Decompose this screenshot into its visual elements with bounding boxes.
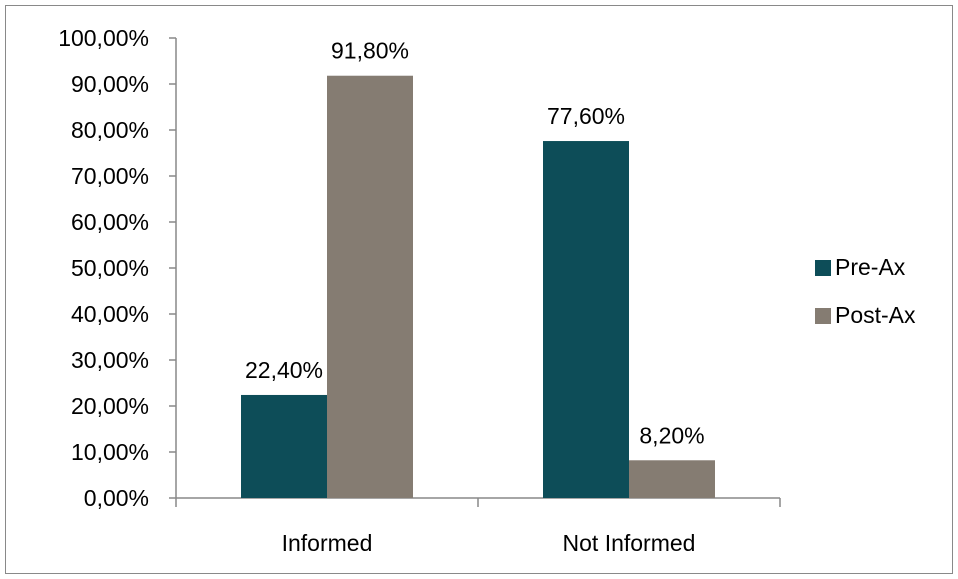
- chart-frame: [5, 5, 953, 574]
- y-tick-label: 100,00%: [58, 25, 149, 51]
- data-label: 91,80%: [331, 38, 409, 64]
- category-label: Not Informed: [563, 530, 696, 556]
- bar-pre-ax-informed: [241, 394, 327, 498]
- y-axis: 0,00% 10,00% 20,00% 30,00% 40,00% 50,00% 60,00…: [58, 25, 177, 511]
- data-labels: 22,40% 91,80% 77,60% 8,20%: [245, 38, 705, 449]
- y-tick-label: 60,00%: [71, 209, 149, 235]
- legend-swatch-post-ax: [815, 308, 831, 324]
- data-label: 22,40%: [245, 357, 323, 383]
- y-tick-label: 10,00%: [71, 439, 149, 465]
- y-tick-label: 0,00%: [84, 485, 149, 511]
- y-tick-label: 90,00%: [71, 71, 149, 97]
- y-tick-label: 40,00%: [71, 301, 149, 327]
- bar-post-ax-not-informed: [629, 460, 715, 498]
- x-axis: Informed Not Informed: [175, 497, 781, 556]
- legend-swatch-pre-ax: [815, 260, 831, 276]
- bar-pre-ax-not-informed: [543, 141, 629, 499]
- data-label: 8,20%: [639, 422, 704, 448]
- bar-post-ax-informed: [327, 75, 413, 498]
- bar-groups: [241, 75, 715, 499]
- category-label: Informed: [282, 530, 373, 556]
- legend-label: Pre-Ax: [835, 254, 906, 280]
- y-tick-label: 70,00%: [71, 163, 149, 189]
- y-tick-label: 80,00%: [71, 117, 149, 143]
- data-label: 77,60%: [547, 103, 625, 129]
- y-tick-label: 30,00%: [71, 347, 149, 373]
- legend: Pre-Ax Post-Ax: [815, 254, 916, 328]
- y-tick-label: 50,00%: [71, 255, 149, 281]
- y-tick-label: 20,00%: [71, 393, 149, 419]
- legend-label: Post-Ax: [835, 302, 916, 328]
